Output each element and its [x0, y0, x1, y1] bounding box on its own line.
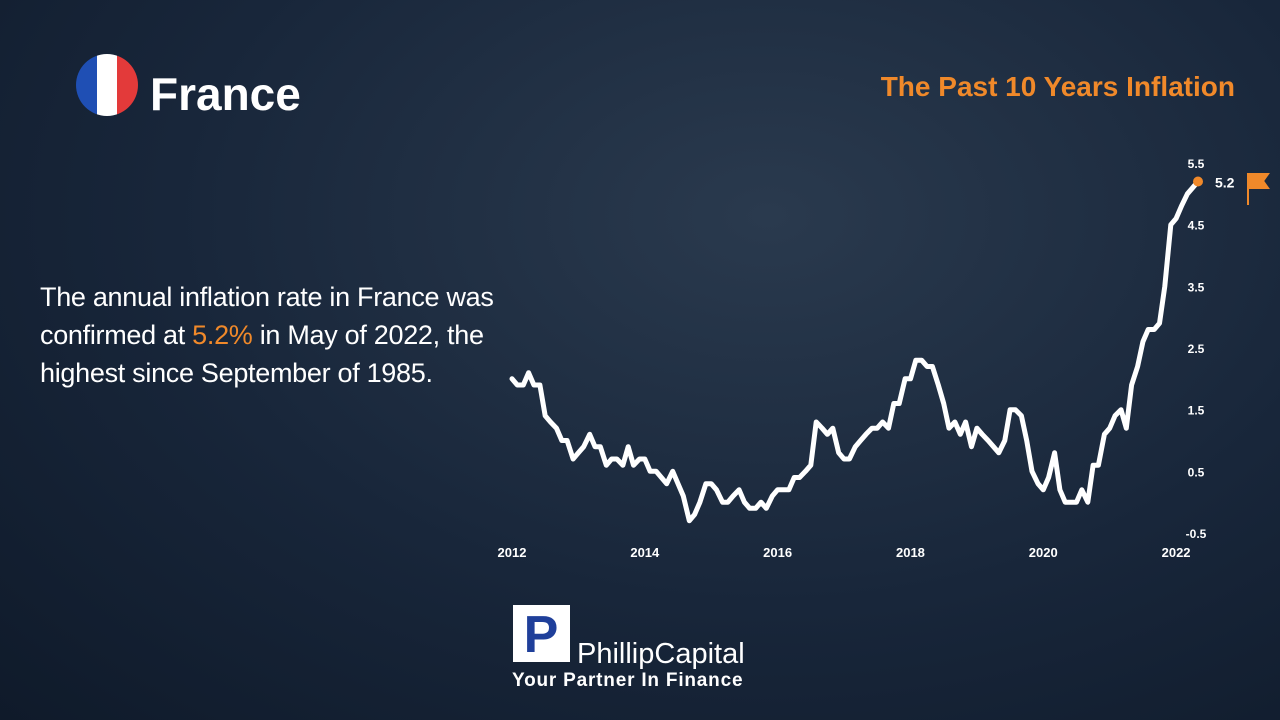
logo-mark: P — [524, 606, 559, 664]
x-tick-label: 2020 — [1029, 545, 1058, 560]
end-marker — [1193, 176, 1203, 187]
y-tick-label: 3.5 — [1188, 280, 1205, 294]
y-tick-label: 4.5 — [1188, 219, 1205, 233]
description: The annual inflation rate in France was … — [40, 278, 500, 392]
x-tick-label: 2018 — [896, 545, 925, 560]
end-label: 5.2 — [1215, 175, 1235, 191]
y-tick-label: 0.5 — [1188, 465, 1205, 479]
country: France — [150, 68, 301, 120]
line — [509, 179, 1201, 524]
text: The annual inflation rate in France was … — [40, 282, 494, 350]
y-tick-label: -0.5 — [1186, 527, 1207, 541]
highlight: 5.2% — [192, 320, 253, 350]
y-tick-label: 2.5 — [1188, 342, 1205, 356]
flag-icon — [1247, 173, 1270, 205]
flag — [76, 54, 138, 116]
y-tick-label: 5.5 — [1188, 157, 1205, 171]
x-tick-label: 2016 — [763, 545, 792, 560]
logo-tagline: Your Partner In Finance — [512, 670, 743, 691]
logo-box — [513, 605, 570, 662]
x-tick-label: 2014 — [630, 545, 660, 560]
y-tick-label: 1.5 — [1188, 404, 1205, 418]
text: in May of 2022, the highest since Septem… — [40, 320, 484, 388]
plot: -0.5 0.5 1.5 2.5 3.5 4.5 5.5 2012 2014 2016 2018 20… — [498, 157, 1235, 560]
x-tick-label: 2012 — [498, 545, 527, 560]
chart-title: The Past 10 Years Inflation — [881, 71, 1235, 102]
logo-name: PhillipCapital — [577, 638, 745, 670]
x-tick-label: 2022 — [1162, 545, 1191, 560]
